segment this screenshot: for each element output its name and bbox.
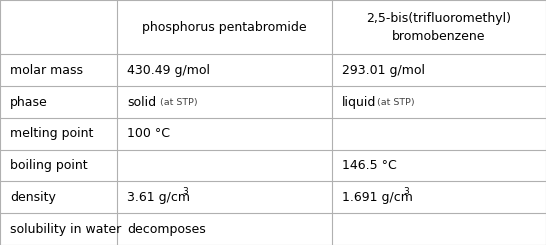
- Bar: [117, 213, 332, 245]
- Bar: [0, 118, 117, 150]
- Text: 2,5-bis(trifluoromethyl)
bromobenzene: 2,5-bis(trifluoromethyl) bromobenzene: [366, 12, 512, 43]
- Text: melting point: melting point: [10, 127, 93, 140]
- Text: 430.49 g/mol: 430.49 g/mol: [127, 64, 210, 77]
- Bar: [332, 0, 546, 54]
- Text: (at STP): (at STP): [160, 98, 198, 107]
- Text: (at STP): (at STP): [377, 98, 415, 107]
- Bar: [332, 213, 546, 245]
- Bar: [0, 150, 117, 182]
- Text: phase: phase: [10, 96, 48, 109]
- Bar: [332, 54, 546, 86]
- Text: 146.5 °C: 146.5 °C: [342, 159, 396, 172]
- Text: 3: 3: [182, 187, 188, 196]
- Bar: [0, 54, 117, 86]
- Text: 3.61 g/cm: 3.61 g/cm: [127, 191, 190, 204]
- Text: density: density: [10, 191, 56, 204]
- Bar: [332, 86, 546, 118]
- Text: 1.691 g/cm: 1.691 g/cm: [342, 191, 413, 204]
- Bar: [117, 150, 332, 182]
- Text: liquid: liquid: [342, 96, 376, 109]
- Bar: [117, 182, 332, 213]
- Bar: [117, 86, 332, 118]
- Bar: [117, 0, 332, 54]
- Text: 100 °C: 100 °C: [127, 127, 170, 140]
- Text: decomposes: decomposes: [127, 223, 206, 236]
- Text: molar mass: molar mass: [10, 64, 83, 77]
- Bar: [0, 0, 117, 54]
- Bar: [0, 213, 117, 245]
- Bar: [332, 182, 546, 213]
- Text: 3: 3: [403, 187, 409, 196]
- Text: phosphorus pentabromide: phosphorus pentabromide: [143, 21, 307, 34]
- Bar: [117, 54, 332, 86]
- Bar: [332, 150, 546, 182]
- Bar: [117, 118, 332, 150]
- Text: boiling point: boiling point: [10, 159, 87, 172]
- Text: solid: solid: [127, 96, 156, 109]
- Bar: [332, 118, 546, 150]
- Text: 293.01 g/mol: 293.01 g/mol: [342, 64, 425, 77]
- Bar: [0, 86, 117, 118]
- Text: solubility in water: solubility in water: [10, 223, 121, 236]
- Bar: [0, 182, 117, 213]
